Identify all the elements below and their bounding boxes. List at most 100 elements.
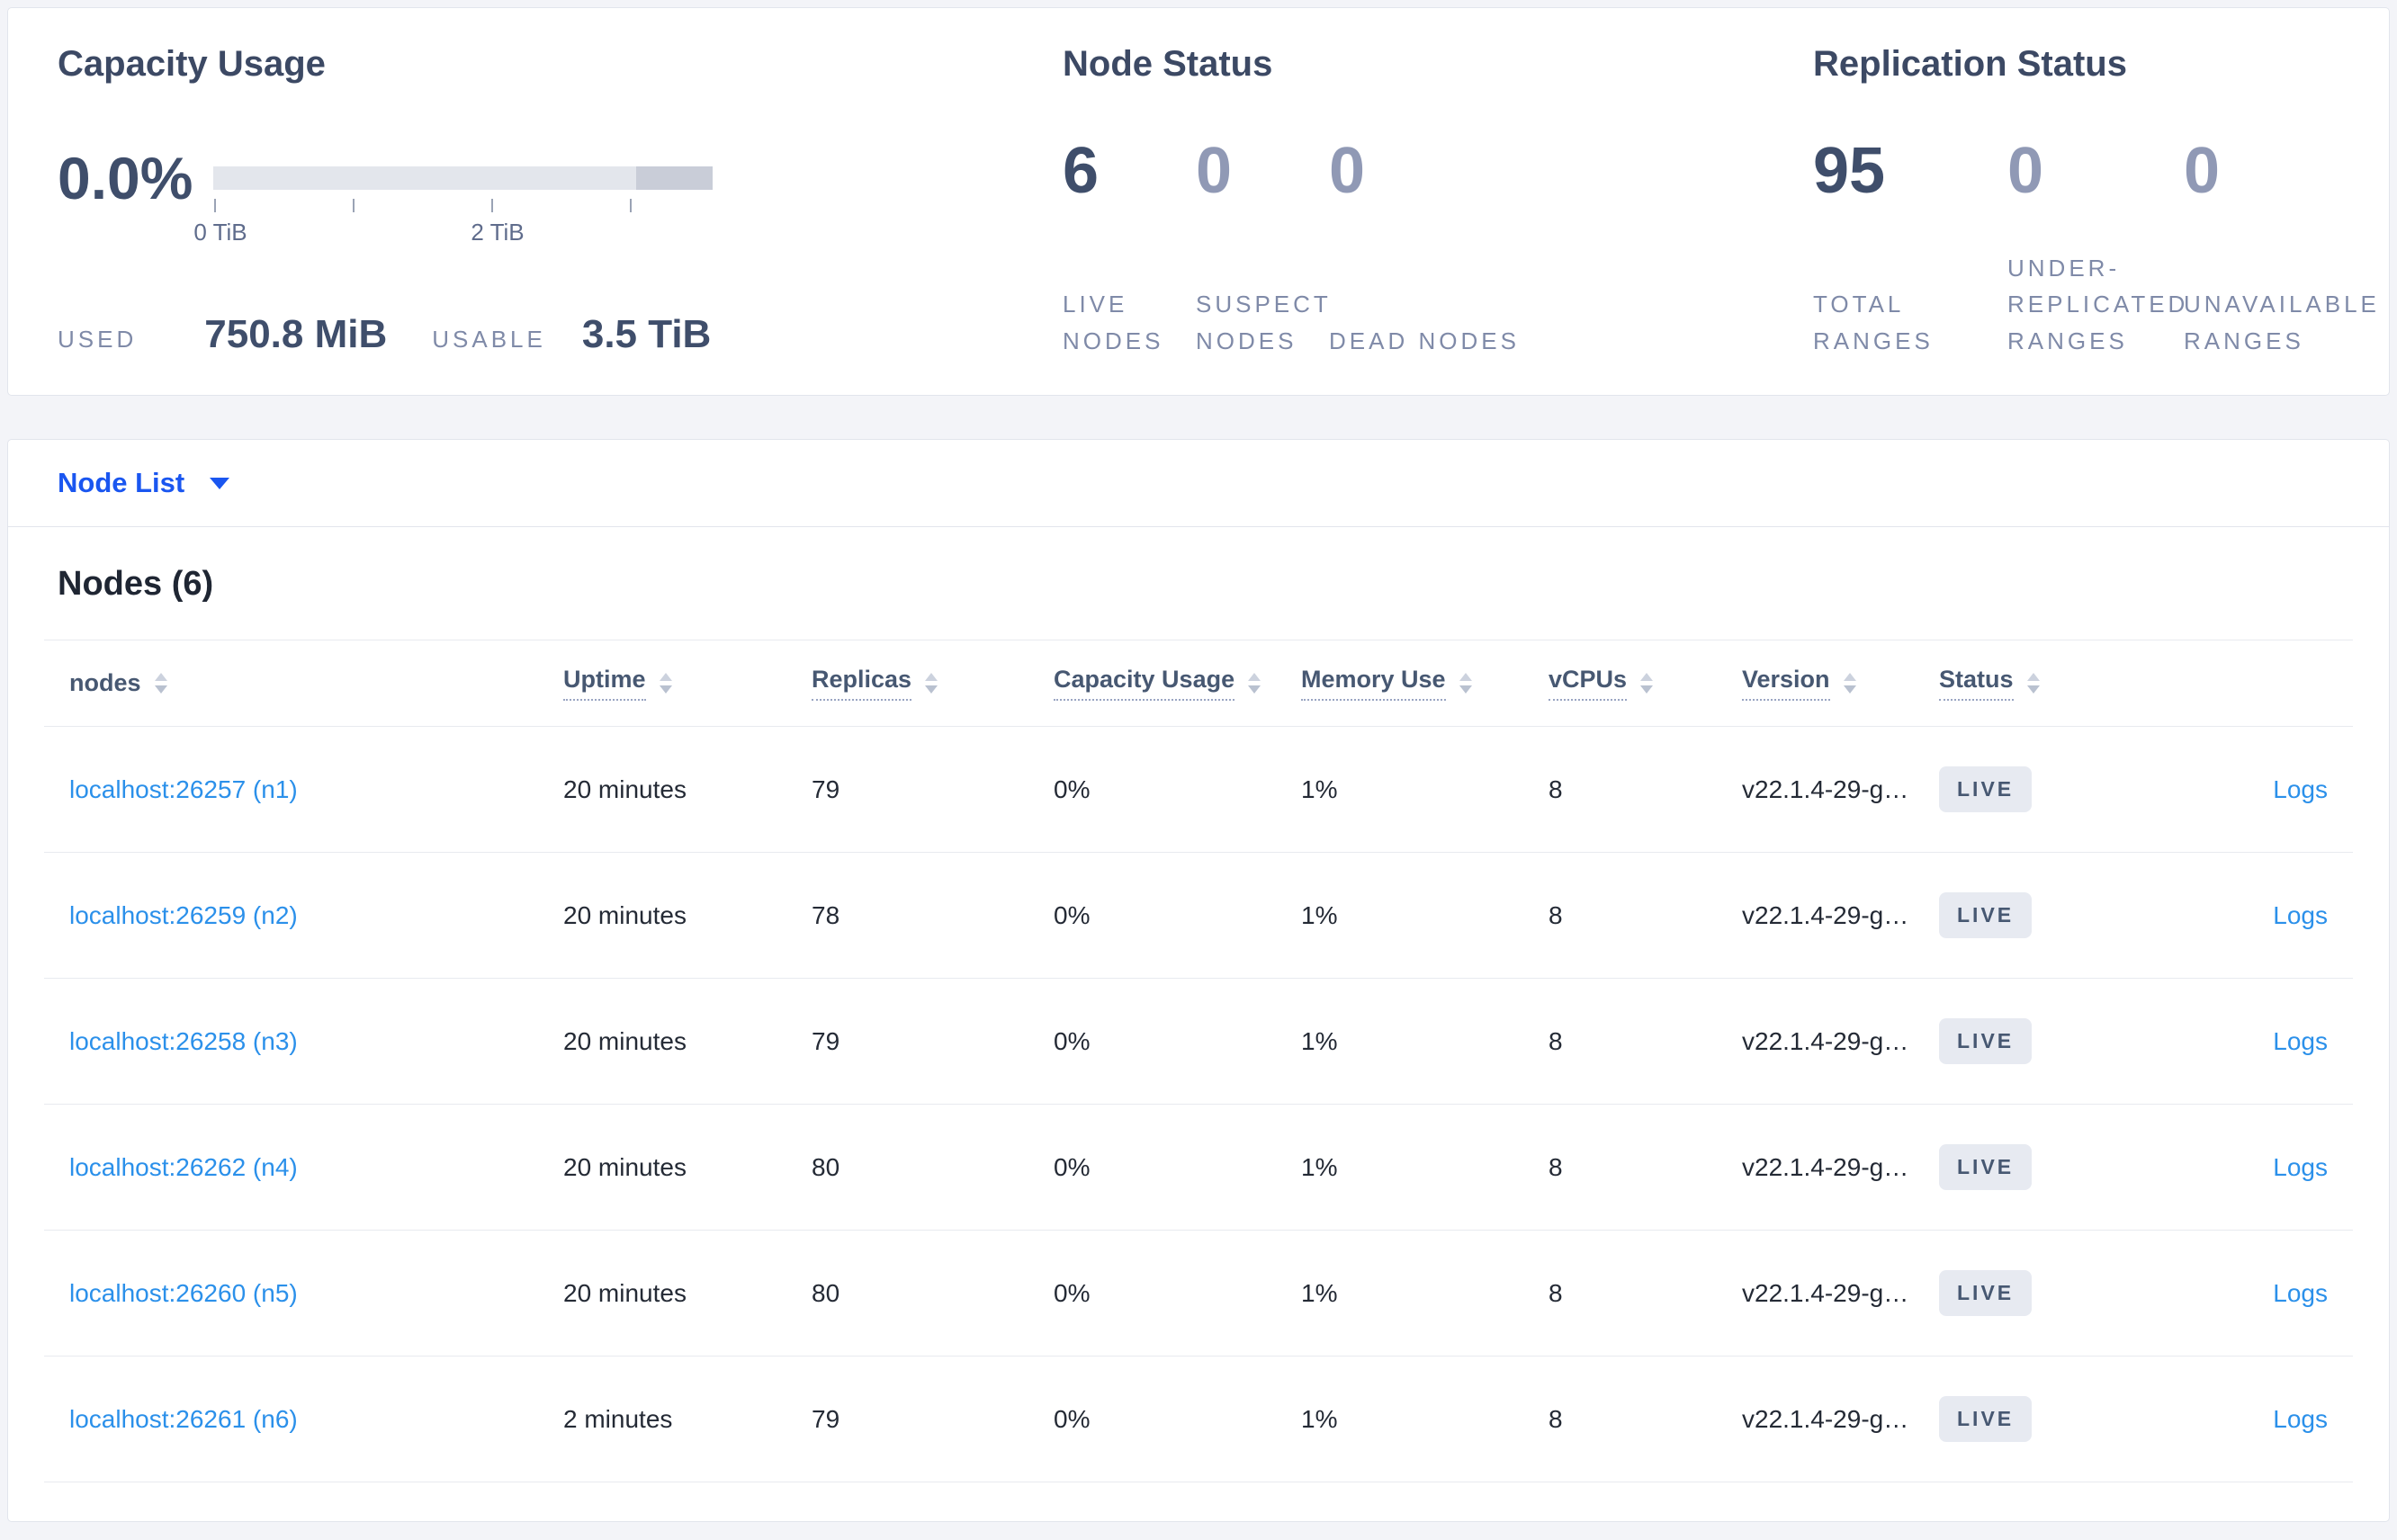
status-badge: LIVE [1939,1396,2033,1442]
sort-icon[interactable] [1640,673,1654,694]
used-value: 750.8 MiB [204,312,388,356]
capacity-usage-panel: Capacity Usage 0.0% 0 TiB 2 TiB USED 750… [58,8,795,395]
unavailable-label: UNAVAILABLE RANGES [2184,291,2380,354]
logs-link[interactable]: Logs [2273,900,2328,929]
node-list-dropdown-label: Node List [58,467,185,498]
column-header-memory-use[interactable]: Memory Use [1301,666,1549,701]
memory-use-cell: 1% [1301,774,1338,803]
table-row: localhost:26261 (n6) 2 minutes 79 0% 1% … [44,1356,2353,1482]
logs-link[interactable]: Logs [2273,1278,2328,1307]
replication-values: 95 0 0 [1813,134,2389,208]
table-row: localhost:26258 (n3) 20 minutes 79 0% 1%… [44,979,2353,1105]
capacity-usage-cell: 0% [1054,900,1091,929]
node-link[interactable]: localhost:26258 (n3) [69,1026,298,1055]
replicas-cell: 79 [812,774,840,803]
column-header-capacity-usage[interactable]: Capacity Usage [1054,666,1301,701]
node-status-title: Node Status [1063,44,1273,84]
column-header-version[interactable]: Version [1742,666,1939,701]
node-link[interactable]: localhost:26260 (n5) [69,1278,298,1307]
sort-icon[interactable] [1843,673,1856,694]
version-cell: v22.1.4-29-g… [1742,900,1909,929]
vcpus-cell: 8 [1549,1278,1563,1307]
node-link[interactable]: localhost:26262 (n4) [69,1152,298,1181]
sort-icon[interactable] [1248,673,1261,694]
under-replicated-label: UNDER-REPLICATED RANGES [2007,255,2189,354]
logs-link[interactable]: Logs [2273,1152,2328,1181]
vcpus-cell: 8 [1549,774,1563,803]
column-header-status[interactable]: Status [1939,666,2128,701]
axis-tick [214,199,216,212]
axis-tick-label: 0 TiB [193,219,247,246]
uptime-cell: 20 minutes [563,1152,687,1181]
table-row: localhost:26257 (n1) 20 minutes 79 0% 1%… [44,727,2353,853]
column-header-nodes[interactable]: nodes [44,669,563,697]
cluster-summary-card: Capacity Usage 0.0% 0 TiB 2 TiB USED 750… [7,7,2390,396]
node-list-dropdown[interactable]: Node List [58,467,230,499]
logs-link[interactable]: Logs [2273,774,2328,803]
dead-nodes-count: 0 [1329,135,1366,207]
sort-icon[interactable] [2026,673,2040,694]
chevron-down-icon [210,477,230,489]
under-replicated-count: 0 [2007,135,2044,207]
capacity-bar-track [213,166,713,190]
version-cell: v22.1.4-29-g… [1742,1026,1909,1055]
node-link[interactable]: localhost:26257 (n1) [69,774,298,803]
table-header-row: nodes Uptime Replicas Capacity Usage Mem… [44,640,2353,727]
live-nodes-count: 6 [1063,135,1100,207]
replication-labels: TOTAL RANGES UNDER-REPLICATED RANGES UNA… [1813,250,2380,359]
uptime-cell: 20 minutes [563,774,687,803]
node-list-card: Node List Nodes (6) nodes Uptime Replica… [7,439,2390,1522]
replication-status-title: Replication Status [1813,44,2127,84]
sort-icon[interactable] [659,673,672,694]
sort-icon[interactable] [925,673,938,694]
uptime-cell: 20 minutes [563,1278,687,1307]
capacity-bar-reserved-segment [636,166,713,190]
unavailable-count: 0 [2184,135,2221,207]
column-header-uptime[interactable]: Uptime [563,666,812,701]
column-header-replicas[interactable]: Replicas [812,666,1054,701]
live-nodes-label: LIVE NODES [1063,291,1164,354]
logs-link[interactable]: Logs [2273,1404,2328,1433]
capacity-usage-cell: 0% [1054,1152,1091,1181]
uptime-cell: 20 minutes [563,900,687,929]
total-ranges-count: 95 [1813,135,1886,207]
capacity-usage-cell: 0% [1054,1278,1091,1307]
replicas-cell: 80 [812,1278,840,1307]
logs-link[interactable]: Logs [2273,1026,2328,1055]
suspect-nodes-count: 0 [1196,135,1233,207]
vcpus-cell: 8 [1549,1152,1563,1181]
version-cell: v22.1.4-29-g… [1742,774,1909,803]
replicas-cell: 79 [812,1404,840,1433]
used-label: USED [58,326,138,353]
vcpus-cell: 8 [1549,1026,1563,1055]
capacity-bar: 0 TiB 2 TiB [193,166,713,246]
node-link[interactable]: localhost:26261 (n6) [69,1404,298,1433]
sort-icon[interactable] [1459,673,1472,694]
status-badge: LIVE [1939,1144,2033,1190]
vcpus-cell: 8 [1549,900,1563,929]
table-row: localhost:26262 (n4) 20 minutes 80 0% 1%… [44,1105,2353,1231]
node-status-labels: LIVE NODES SUSPECT NODES DEAD NODES [1063,286,1520,359]
uptime-cell: 20 minutes [563,1026,687,1055]
replicas-cell: 80 [812,1152,840,1181]
node-status-values: 6 0 0 [1063,134,1746,208]
axis-tick [630,199,632,212]
status-badge: LIVE [1939,1018,2033,1064]
column-header-vcpus[interactable]: vCPUs [1549,666,1742,701]
total-ranges-label: TOTAL RANGES [1813,291,1934,354]
replicas-cell: 79 [812,1026,840,1055]
version-cell: v22.1.4-29-g… [1742,1278,1909,1307]
node-list-dropdown-bar: Node List [8,440,2389,527]
node-link[interactable]: localhost:26259 (n2) [69,900,298,929]
memory-use-cell: 1% [1301,1278,1338,1307]
replication-status-panel: Replication Status 95 0 0 TOTAL RANGES U… [1813,8,2389,395]
sort-icon[interactable] [154,673,167,694]
dead-nodes-label: DEAD NODES [1329,327,1520,354]
memory-use-cell: 1% [1301,1026,1338,1055]
table-row: localhost:26259 (n2) 20 minutes 78 0% 1%… [44,853,2353,979]
status-badge: LIVE [1939,892,2033,938]
table-row: localhost:26260 (n5) 20 minutes 80 0% 1%… [44,1231,2353,1356]
axis-tick [353,199,355,212]
replicas-cell: 78 [812,900,840,929]
capacity-usage-cell: 0% [1054,1026,1091,1055]
